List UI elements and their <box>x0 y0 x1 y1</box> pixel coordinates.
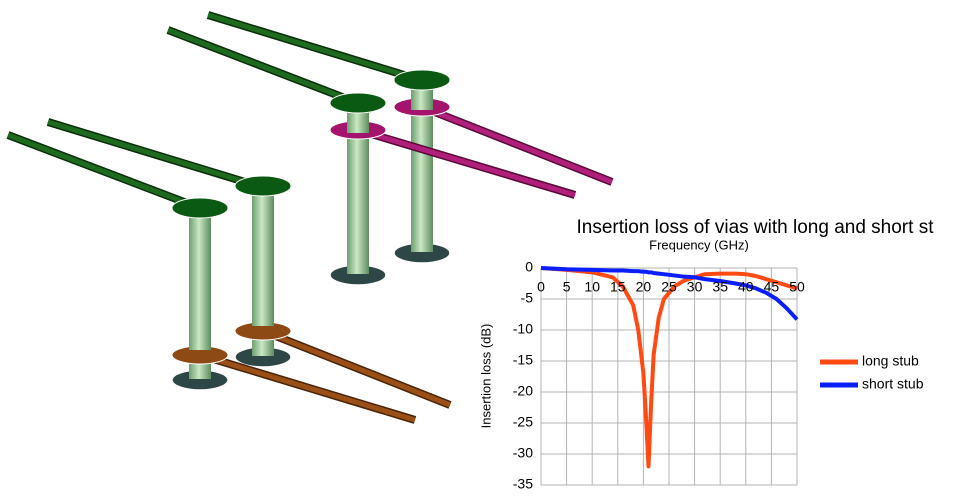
series-line <box>540 266 798 469</box>
x-tick-label: 0 <box>537 279 545 295</box>
y-tick-label: -20 <box>513 383 533 399</box>
x-axis-label: Frequency (GHz) <box>649 237 749 252</box>
x-tick-label: 15 <box>610 279 626 295</box>
legend-label: short stub <box>862 376 924 392</box>
x-tick-label: 45 <box>764 279 780 295</box>
chart-title: Insertion loss of vias with long and sho… <box>577 217 935 238</box>
y-tick-label: -25 <box>513 414 533 430</box>
y-tick-label: -35 <box>513 476 533 492</box>
x-tick-label: 30 <box>687 279 703 295</box>
grid <box>540 267 798 486</box>
chart: Insertion loss of vias with long and sho… <box>478 217 934 492</box>
legend-label: long stub <box>862 353 919 369</box>
y-tick-label: -15 <box>513 352 533 368</box>
via <box>171 197 417 424</box>
series-line <box>540 266 799 321</box>
y-tick-label: -30 <box>513 445 533 461</box>
x-tick-label: 40 <box>738 279 754 295</box>
x-tick-label: 50 <box>789 279 805 295</box>
via <box>329 92 577 286</box>
via-illustration <box>6 11 614 424</box>
x-tick-label: 25 <box>661 279 677 295</box>
via <box>393 69 614 264</box>
y-axis-label: Insertion loss (dB) <box>478 324 493 429</box>
x-tick-label: 5 <box>563 279 571 295</box>
x-tick-label: 20 <box>636 279 652 295</box>
y-tick-label: -10 <box>513 321 533 337</box>
via <box>234 175 452 409</box>
x-tick-label: 35 <box>712 279 728 295</box>
y-tick-label: -5 <box>521 290 534 306</box>
y-tick-label: 0 <box>525 259 533 275</box>
top-traces <box>6 11 416 209</box>
x-tick-label: 10 <box>584 279 600 295</box>
